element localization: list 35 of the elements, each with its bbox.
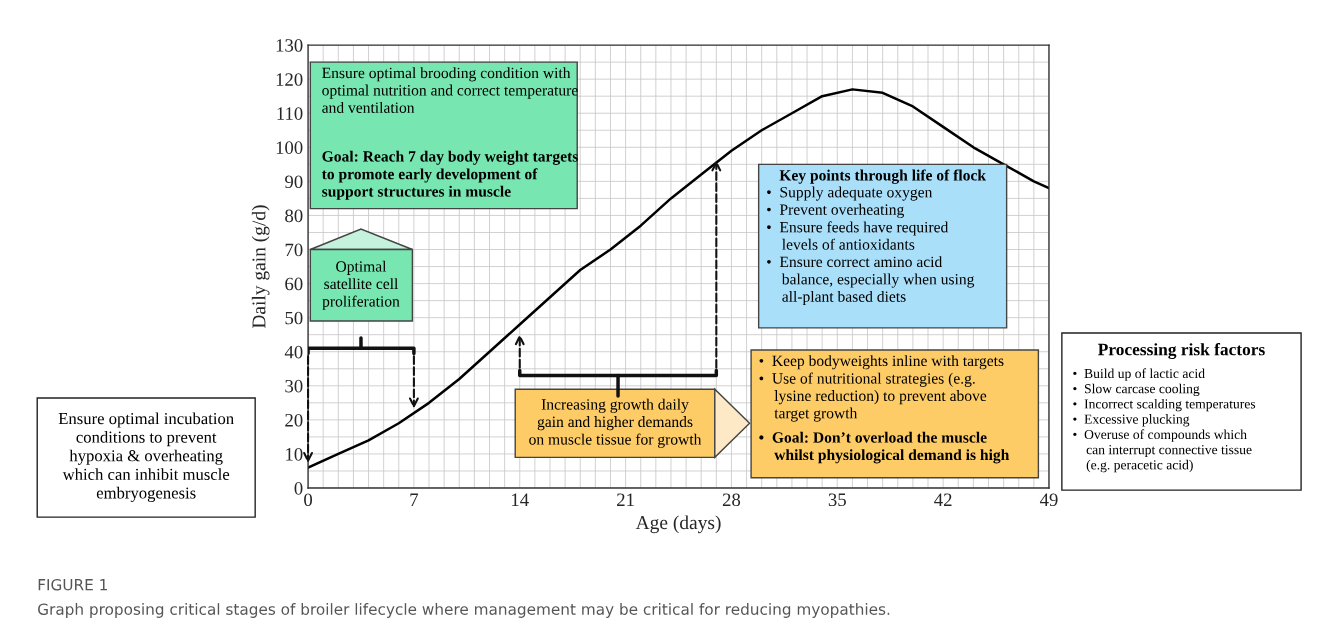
y-tick-label: 50 bbox=[285, 311, 303, 325]
y-tick-label: 110 bbox=[277, 107, 303, 120]
text: Processing risk factors bbox=[1098, 342, 1265, 360]
x-axis-title: Age (days) bbox=[635, 515, 721, 534]
y-tick-label: 90 bbox=[285, 175, 303, 189]
annotation: Increasing growth daily gain and higher demands on muscle tissue for growth bbox=[529, 398, 702, 448]
y-axis-title: Daily gain (g/d) bbox=[251, 205, 270, 329]
y-tick-label: 70 bbox=[285, 243, 303, 257]
y-tick-label: 100 bbox=[276, 141, 303, 154]
text: • Build up of lactic acid • Slow carcase cooling • Incorrect scalding temperatures • Excessive plucking • Overuse of compounds which can interrupt connective tissue (e.g. peracetic acid) bbox=[1073, 368, 1256, 473]
y-tick-label: 10 bbox=[286, 447, 303, 461]
annotation: • Supply adequate oxygen • Prevent overheating • Ensure feeds have required levels of antioxidants • Ensure correct amino acid balance, especially when using all-plant based diets bbox=[767, 186, 975, 305]
annotation: Key points through life of flock bbox=[779, 169, 986, 184]
y-tick-label: 40 bbox=[284, 345, 303, 359]
caption: FIGURE 1 bbox=[38, 578, 107, 591]
x-tick-label: 49 bbox=[1039, 493, 1058, 507]
x-tick-label: 28 bbox=[722, 493, 741, 507]
x-tick-label: 42 bbox=[934, 493, 952, 506]
x-tick-label: 35 bbox=[828, 493, 846, 507]
y-tick-label: 60 bbox=[285, 277, 303, 291]
x-tick-label: 0 bbox=[304, 493, 313, 507]
annotation: • Goal: Don’t overload the muscle whilst physiological demand is high bbox=[759, 431, 1010, 464]
y-tick-label: 30 bbox=[285, 379, 303, 393]
annotation: Optimal satellite cell proliferation bbox=[322, 260, 400, 310]
x-tick-label: 21 bbox=[617, 493, 634, 506]
y-tick-label: 130 bbox=[276, 39, 303, 52]
x-tick-label: 14 bbox=[512, 493, 529, 506]
annotation: • Keep bodyweights inline with targets • Use of nutritional strategies (e.g. lysine reduction) to prevent above target growth bbox=[759, 355, 1004, 422]
y-tick-label: 120 bbox=[276, 73, 303, 86]
text: Graph proposing critical stages of broiler lifecycle where management may be critical for reducing myopathies. bbox=[38, 603, 890, 618]
text: Ensure optimal incubation conditions to prevent hypoxia & overheating which can inhibit muscle embryogenesis bbox=[58, 412, 234, 503]
y-tick-label: 20 bbox=[285, 413, 303, 427]
x-tick-label: 7 bbox=[410, 493, 419, 506]
y-tick-label: 80 bbox=[285, 209, 303, 223]
y-tick-label: 0 bbox=[294, 482, 303, 495]
